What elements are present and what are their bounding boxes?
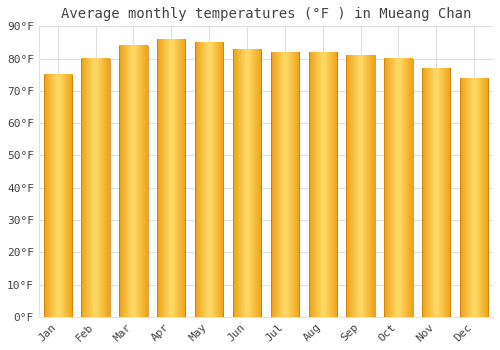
Title: Average monthly temperatures (°F ) in Mueang Chan: Average monthly temperatures (°F ) in Mu…	[60, 7, 471, 21]
